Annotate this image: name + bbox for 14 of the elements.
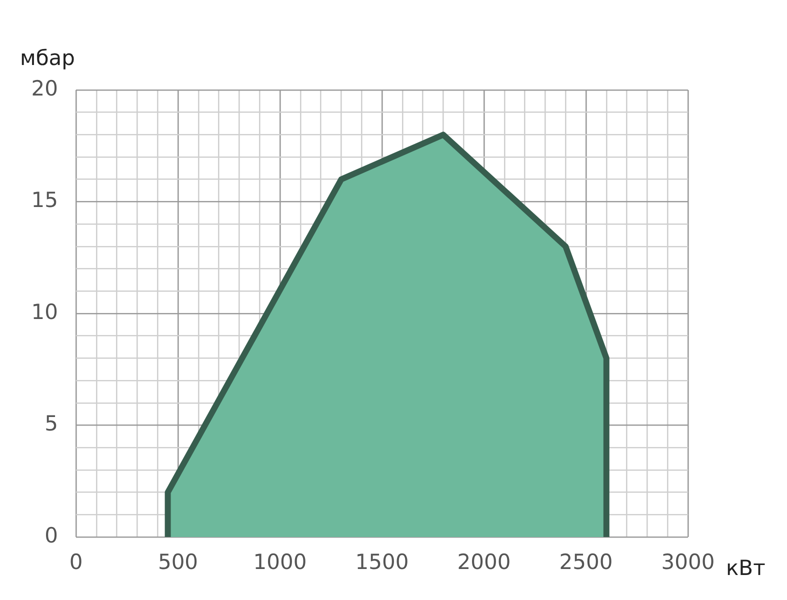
x-tick-label: 1500: [355, 550, 409, 574]
y-tick-label: 15: [31, 188, 58, 212]
y-tick-label: 5: [44, 412, 58, 436]
x-tick-label: 3000: [661, 550, 715, 574]
x-tick-label: 0: [69, 550, 83, 574]
x-tick-label: 2000: [457, 550, 511, 574]
x-tick-label: 1000: [253, 550, 307, 574]
x-axis-title: кВт: [726, 556, 766, 580]
y-tick-label: 0: [44, 523, 58, 548]
y-tick-label: 10: [31, 300, 58, 324]
x-tick-label: 2500: [559, 550, 613, 574]
y-axis-title: мбар: [20, 46, 75, 70]
x-tick-label: 500: [158, 550, 198, 574]
y-tick-label: 20: [31, 76, 58, 100]
